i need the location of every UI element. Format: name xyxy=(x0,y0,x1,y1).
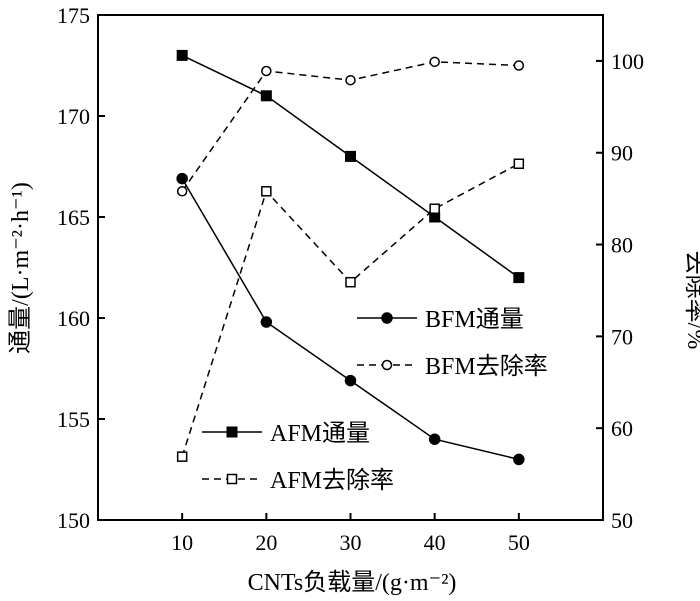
data-point xyxy=(429,56,440,68)
data-point xyxy=(176,451,188,462)
plot-area xyxy=(176,49,525,466)
y-left-tick-label: 150 xyxy=(57,508,90,533)
y-right-tick-label: 90 xyxy=(611,141,633,166)
y-axis-left-title: 通量/(L·m⁻²·h⁻¹) xyxy=(8,182,34,354)
data-point xyxy=(513,453,525,466)
legend-label: BFM去除率 xyxy=(425,353,548,380)
y-right-tick-label: 100 xyxy=(611,49,644,74)
legend-label: AFM去除率 xyxy=(270,467,394,494)
x-tick-label: 20 xyxy=(255,530,277,555)
data-point xyxy=(260,90,272,102)
axes: 10 20 30 40 50 150 155 160 165 170 175 50 60 70 80 90 10… xyxy=(57,3,644,555)
series-line xyxy=(181,54,520,279)
y-right-tick-label: 80 xyxy=(611,233,633,258)
x-tick-label: 40 xyxy=(424,530,446,555)
series-bfm-flux xyxy=(176,172,525,466)
series-afm-removal xyxy=(176,158,525,462)
x-tick-label: 10 xyxy=(171,530,193,555)
data-point xyxy=(260,316,273,328)
data-point xyxy=(513,158,525,169)
data-point xyxy=(261,186,272,197)
y-left-tick-label: 155 xyxy=(57,407,90,432)
data-point xyxy=(428,433,441,445)
data-point xyxy=(345,276,356,288)
y-left-tick-label: 170 xyxy=(57,104,90,129)
y-right-tick-label: 60 xyxy=(611,416,633,441)
data-point xyxy=(176,49,188,61)
data-point xyxy=(176,186,188,197)
data-point xyxy=(429,203,440,214)
x-tick-label: 50 xyxy=(508,530,530,555)
data-point xyxy=(345,74,356,86)
y-left-tick-label: 175 xyxy=(57,3,90,28)
data-point xyxy=(261,65,272,77)
data-point xyxy=(513,272,525,284)
data-point xyxy=(513,60,525,71)
legends: BFM通量 BFM去除率 AFM通量 AFM去除率 xyxy=(202,307,548,494)
legend-center-right: BFM通量 BFM去除率 xyxy=(357,307,548,380)
y-left-tick-label: 160 xyxy=(57,306,90,331)
y-left-tick-label: 165 xyxy=(57,205,90,230)
data-point xyxy=(344,374,357,387)
legend-bottom-left: AFM通量 AFM去除率 xyxy=(202,421,394,494)
legend-marker xyxy=(226,473,238,485)
data-point xyxy=(345,150,356,162)
data-point xyxy=(176,172,188,185)
legend-label: AFM通量 xyxy=(270,421,370,447)
legend-label: BFM通量 xyxy=(425,307,524,333)
legend-marker xyxy=(381,359,393,371)
x-tick-label: 30 xyxy=(340,530,362,555)
x-axis-title: CNTs负载量/(g·m⁻²) xyxy=(248,569,457,596)
y-right-tick-label: 70 xyxy=(611,324,633,349)
legend-marker xyxy=(381,312,393,324)
y-right-tick-label: 50 xyxy=(611,508,633,533)
legend-marker xyxy=(226,426,238,438)
series-bfm-removal xyxy=(176,56,525,197)
y-axis-right-title: 去除率/% xyxy=(682,251,700,350)
